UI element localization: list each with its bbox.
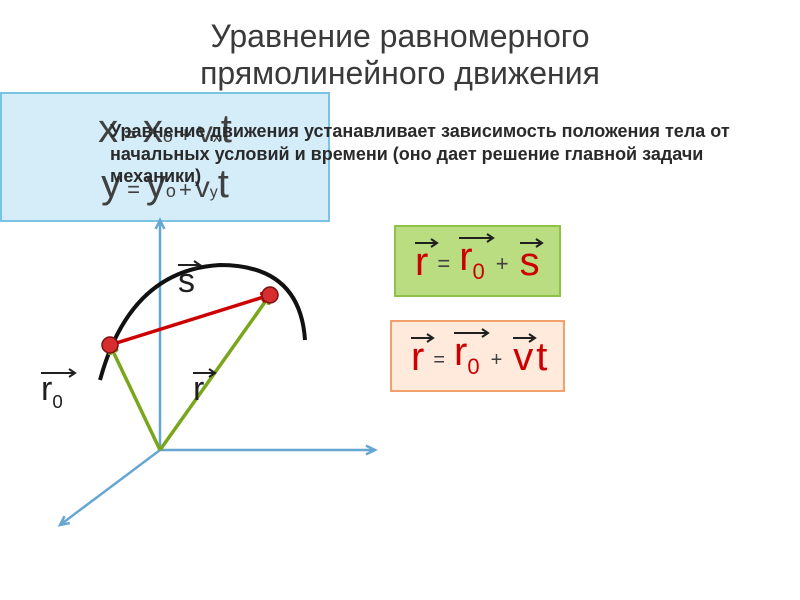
coordinate-diagram: r0 r s	[40, 210, 400, 530]
title-line-2: прямолинейного движения	[200, 55, 600, 91]
vec-r-2: r	[411, 335, 424, 380]
plus-sign-2: +	[491, 349, 503, 372]
vec-r: r	[415, 240, 428, 285]
label-r0: r0	[38, 370, 66, 413]
vec-s: s	[520, 240, 540, 285]
equation-r-s: r = r0 + s	[394, 225, 561, 297]
label-r: r	[190, 370, 207, 409]
vec-v: v	[513, 335, 533, 380]
equation-r-vt: r = r0 + v t	[390, 320, 565, 392]
plus-sign: +	[496, 251, 509, 277]
page-title: Уравнение равномерного прямолинейного дв…	[0, 0, 800, 92]
vec-r0-2: r0	[454, 330, 480, 380]
equals-sign-2: =	[433, 349, 445, 372]
title-line-1: Уравнение равномерного	[210, 18, 589, 54]
label-s: s	[175, 262, 198, 301]
subtitle-text: Уравнение движения устанавливает зависим…	[110, 120, 730, 188]
vec-r0: r0	[459, 235, 485, 285]
equals-sign: =	[437, 251, 450, 277]
